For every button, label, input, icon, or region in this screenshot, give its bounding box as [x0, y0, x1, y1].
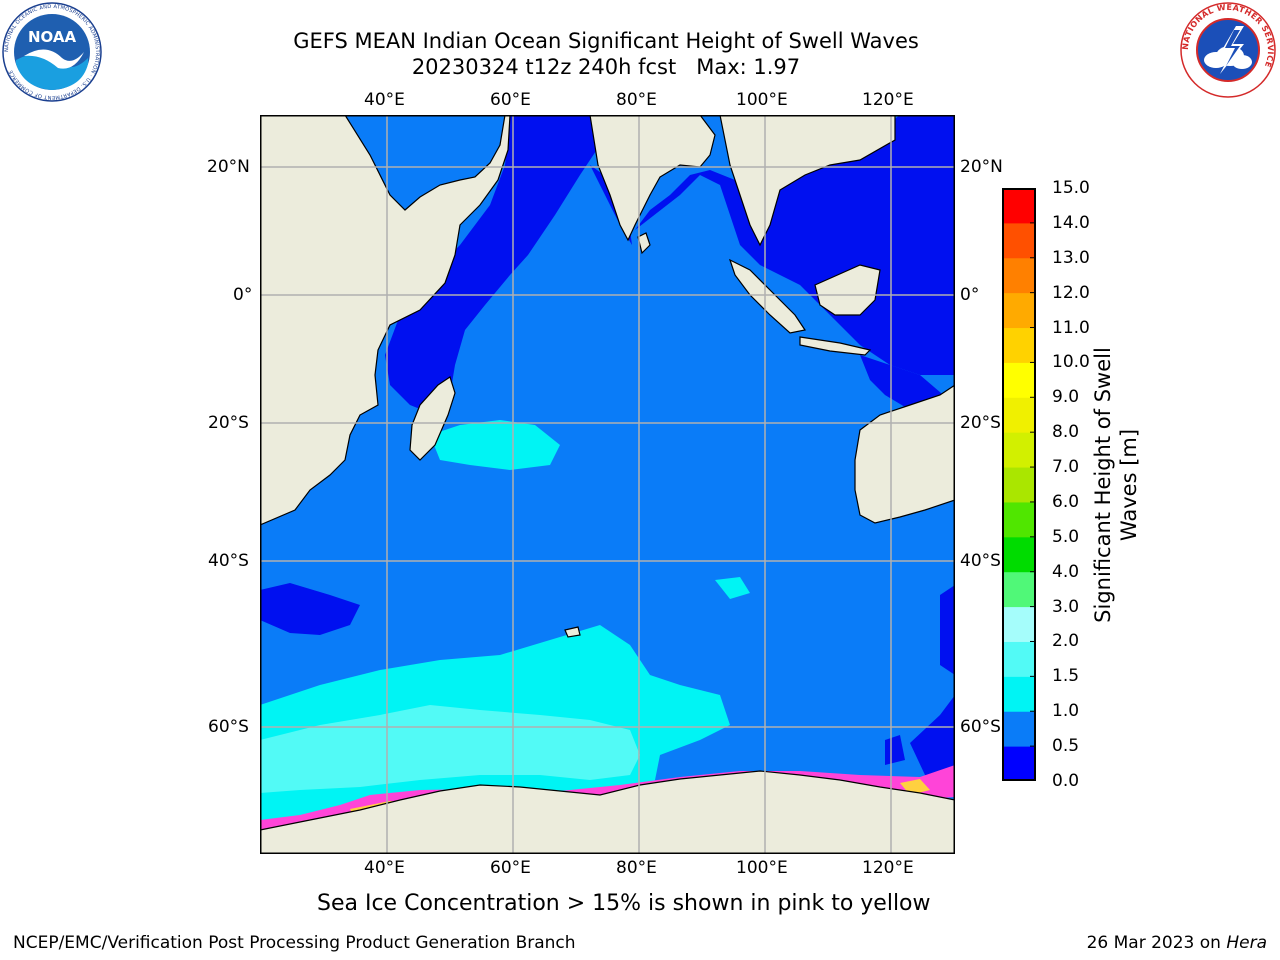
colorbar-segment: [1002, 571, 1036, 608]
lon-tick-bottom: 60°E: [490, 858, 531, 878]
colorbar-tick-label: 6.0: [1052, 491, 1080, 512]
lon-tick-top: 100°E: [736, 90, 788, 110]
lat-tick-right: 40°S: [960, 551, 1001, 571]
colorbar: [1002, 188, 1036, 781]
colorbar-segment: [1002, 676, 1036, 712]
colorbar-tick-label: 9.0: [1052, 387, 1080, 408]
colorbar-segment: [1002, 327, 1036, 363]
colorbar-segment: [1002, 711, 1036, 747]
colorbar-tick-label: 12.0: [1052, 282, 1090, 303]
colorbar-tick-label: 2.0: [1052, 631, 1080, 652]
colorbar-segment: [1002, 641, 1036, 677]
sea-ice-caption: Sea Ice Concentration > 15% is shown in …: [317, 891, 931, 916]
colorbar-tick-label: 3.0: [1052, 596, 1080, 617]
nws-logo: NATIONAL WEATHER SERVICE: [1178, 0, 1278, 100]
colorbar-tick-label: 14.0: [1052, 212, 1090, 233]
colorbar-ticks: 0.0 0.5 1.0 1.5 2.0 3.0 4.0 5.0 6.0 7.0 8.0 9.0 10.0…: [1036, 178, 1126, 791]
colorbar-segment: [1002, 257, 1036, 294]
colorbar-segment: [1002, 397, 1036, 433]
lon-tick-bottom: 120°E: [862, 858, 914, 878]
lat-tick-right: 20°N: [960, 157, 1003, 177]
colorbar-tick-label: 15.0: [1052, 178, 1090, 198]
lon-tick-top: 40°E: [364, 90, 405, 110]
lat-tick-right: 0°: [960, 285, 980, 305]
map-border: [260, 115, 955, 854]
map-subtitle: 20230324 t12z 240h fcst Max: 1.97: [411, 55, 801, 79]
footer-date-text: 26 Mar 2023 on: [1086, 933, 1227, 953]
lat-tick-right: 60°S: [960, 717, 1001, 737]
footer-date: 26 Mar 2023 on Hera: [1087, 933, 1267, 953]
lon-tick-bottom: 100°E: [736, 858, 788, 878]
colorbar-tick-label: 10.0: [1052, 352, 1090, 373]
colorbar-tick-label: 5.0: [1052, 526, 1080, 547]
lat-tick-left: 40°S: [208, 551, 249, 571]
colorbar-segment: [1002, 188, 1036, 224]
lon-tick-bottom: 80°E: [616, 858, 657, 878]
colorbar-tick-label: 1.0: [1052, 701, 1080, 722]
lon-tick-top: 120°E: [862, 90, 914, 110]
colorbar-tick-label: 4.0: [1052, 561, 1080, 582]
lon-tick-top: 60°E: [490, 90, 531, 110]
lat-tick-left: 0°: [233, 285, 253, 305]
colorbar-segment: [1002, 746, 1036, 781]
map-gridlines: [260, 115, 955, 854]
colorbar-tick-label: 13.0: [1052, 247, 1090, 268]
lat-tick-left: 20°N: [207, 157, 250, 177]
swell-low-regions: [260, 115, 955, 787]
noaa-wordmark: NOAA: [28, 28, 77, 46]
lon-tick-bottom: 40°E: [364, 858, 405, 878]
colorbar-tick-label: 11.0: [1052, 317, 1090, 338]
colorbar-segment: [1002, 432, 1036, 468]
swell-height-map: [260, 115, 955, 854]
colorbar-segment: [1002, 501, 1036, 538]
map-title: GEFS MEAN Indian Ocean Significant Heigh…: [293, 29, 919, 53]
colorbar-segment: [1002, 467, 1036, 503]
lat-tick-left: 60°S: [208, 717, 249, 737]
colorbar-tick-label: 0.5: [1052, 736, 1080, 757]
footer-host: Hera: [1226, 933, 1267, 953]
colorbar-segment: [1002, 222, 1036, 259]
colorbar-tick-label: 0.0: [1052, 771, 1080, 791]
footer-branch: NCEP/EMC/Verification Post Processing Pr…: [13, 933, 576, 953]
colorbar-border: [1002, 188, 1036, 781]
colorbar-tick-label: 1.5: [1052, 666, 1080, 687]
lon-tick-top: 80°E: [616, 90, 657, 110]
colorbar-tick-label: 7.0: [1052, 457, 1080, 478]
lat-tick-left: 20°S: [208, 413, 249, 433]
colorbar-tick-label: 8.0: [1052, 422, 1080, 443]
lat-tick-right: 20°S: [960, 413, 1001, 433]
colorbar-segment: [1002, 292, 1036, 329]
colorbar-segment: [1002, 536, 1036, 573]
colorbar-label: Significant Height of Swell Waves [m]: [1091, 347, 1141, 623]
noaa-logo: NOAA NATIONAL OCEANIC AND ATMOSPHERIC AD…: [2, 2, 102, 102]
colorbar-segment: [1002, 362, 1036, 398]
colorbar-segment: [1002, 606, 1036, 642]
